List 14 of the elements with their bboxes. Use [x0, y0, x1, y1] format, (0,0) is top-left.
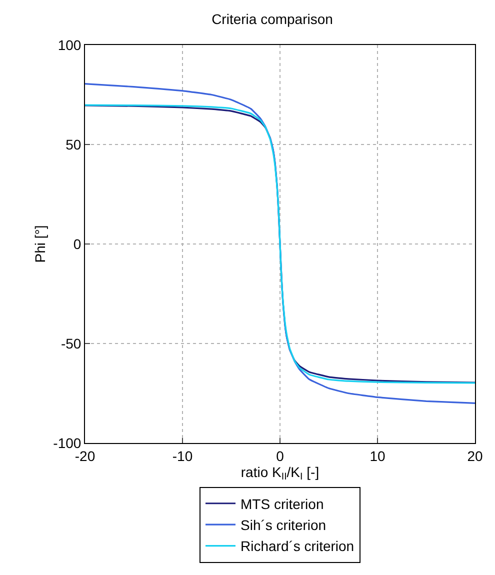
y-tick-label: 100 [58, 36, 82, 53]
x-axis-title: ratio K$_{II}$/K$_{I}$ [-] [240, 464, 320, 483]
y-axis-title: Phi [°] [32, 225, 48, 263]
y-tick-label: 0 [73, 236, 82, 252]
legend-label: Richard´s criterion [240, 538, 354, 554]
x-tick-label: -10 [172, 448, 193, 464]
x-tick-label: 0 [276, 448, 284, 464]
y-tick-label: 50 [66, 136, 82, 152]
legend-label: MTS criterion [240, 496, 324, 512]
x-tick-label: 20 [467, 448, 483, 464]
y-tick-label: -50 [60, 335, 82, 352]
legend-label: Sih´s criterion [240, 517, 326, 534]
chart-title: Criteria comparison [212, 11, 333, 28]
x-tick-label: 10 [370, 448, 386, 464]
